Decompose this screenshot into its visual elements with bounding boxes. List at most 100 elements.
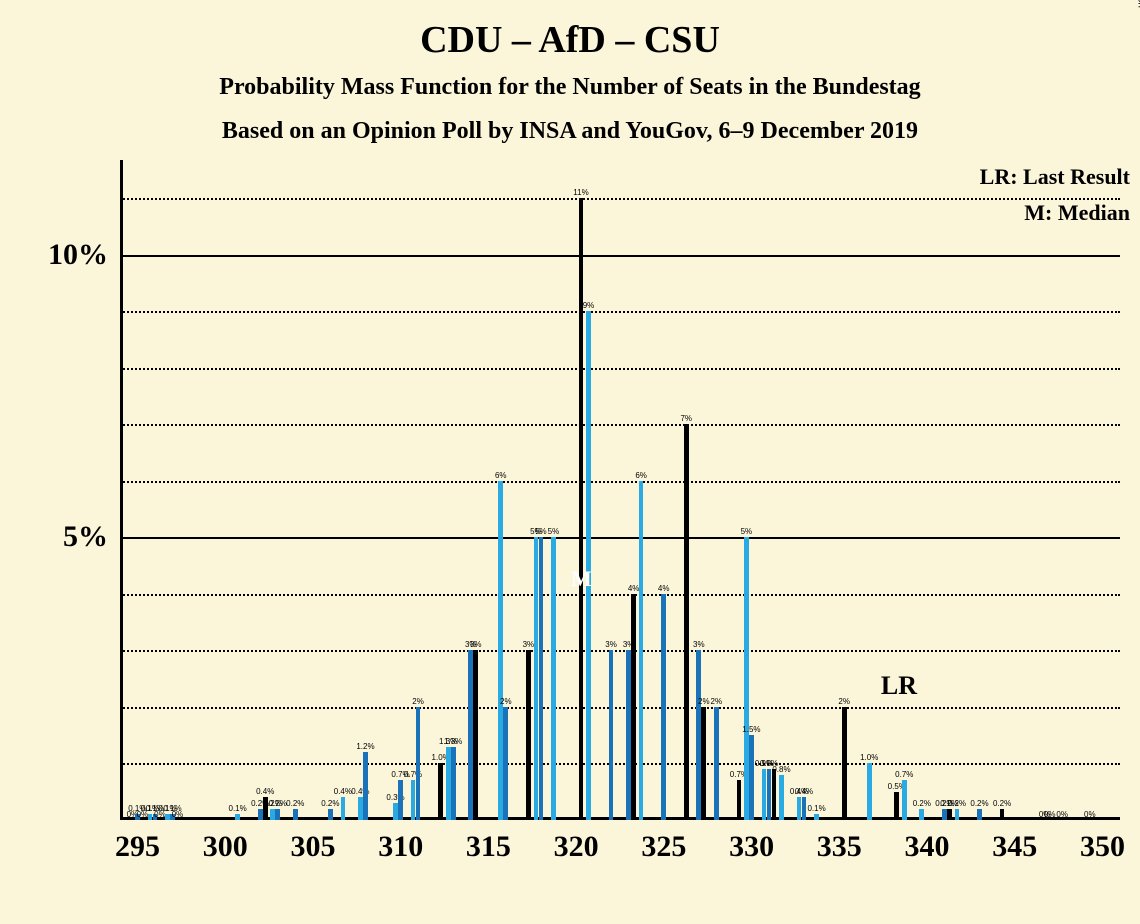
bar-value-label: 3% (470, 640, 482, 650)
bar-value-label: 0% (172, 810, 184, 820)
bar-value-label: 1.2% (356, 742, 374, 752)
bar-341-s2: 0.2% (947, 809, 952, 820)
bar-344-s2: 0.2% (1000, 809, 1005, 820)
gridline-major (120, 255, 1120, 257)
bar-302-s1: 0.2% (258, 809, 263, 820)
bar-311-s0: 0.7% (411, 780, 416, 820)
bar-314-s2: 3% (473, 650, 478, 820)
legend-median: M: Median (1024, 200, 1130, 226)
bar-value-label: 2% (838, 697, 850, 707)
bar-value-label: 5% (548, 527, 560, 537)
bar-value-label: 0% (1056, 810, 1068, 820)
bar-332-s0: 0.8% (779, 775, 784, 820)
bar-value-label: 0.2% (286, 799, 304, 809)
bar-303-s0: 0.2% (270, 809, 275, 820)
gridline-minor (120, 594, 1120, 596)
median-marker: M (571, 566, 592, 592)
chart-subtitle-1: Probability Mass Function for the Number… (0, 74, 1140, 101)
y-axis (120, 160, 123, 820)
x-tick-label: 345 (992, 820, 1037, 864)
bar-303-s1: 0.2% (275, 809, 280, 820)
bar-value-label: 0.4% (795, 787, 813, 797)
bar-333-s0: 0.4% (797, 797, 802, 820)
bar-338-s2: 0.5% (894, 792, 899, 820)
bar-334-s0: 0.1% (814, 814, 819, 820)
bar-320-s2: 11% (579, 198, 584, 820)
x-tick-label: 305 (290, 820, 335, 864)
bar-331-s0: 0.9% (762, 769, 767, 820)
bar-value-label: 1.0% (860, 753, 878, 763)
chart-title: CDU – AfD – CSU (0, 18, 1140, 62)
bar-value-label: 0.2% (269, 799, 287, 809)
bar-value-label: 0.4% (256, 787, 274, 797)
bar-330-s0: 5% (744, 537, 749, 820)
bar-327-s2: 2% (701, 707, 706, 820)
bar-value-label: 5% (535, 527, 547, 537)
bar-value-label: 0.2% (970, 799, 988, 809)
bar-308-s1: 1.2% (363, 752, 368, 820)
bar-value-label: 2% (698, 697, 710, 707)
gridline-minor (120, 368, 1120, 370)
bar-value-label: 4% (658, 584, 670, 594)
chart-subtitle-2: Based on an Opinion Poll by INSA and You… (0, 118, 1140, 145)
bar-342-s0: 0.2% (955, 809, 960, 820)
bar-value-label: 3% (523, 640, 535, 650)
bar-value-label: 3% (605, 640, 617, 650)
bar-value-label: 0% (1084, 810, 1096, 820)
bar-296-s0: 0.1% (148, 814, 153, 820)
y-tick-label: 5% (63, 520, 120, 554)
bar-310-s1: 0.7% (398, 780, 403, 820)
bar-317-s2: 3% (526, 650, 531, 820)
gridline-minor (120, 481, 1120, 483)
bar-value-label: 0.1% (807, 804, 825, 814)
bar-value-label: 1.3% (444, 737, 462, 747)
bar-322-s1: 3% (609, 650, 614, 820)
bar-value-label: 2% (412, 697, 424, 707)
bar-value-label: 0.8% (772, 765, 790, 775)
bar-316-s0: 6% (498, 481, 503, 820)
bar-value-label: 9% (583, 301, 595, 311)
bar-value-label: 0.2% (321, 799, 339, 809)
bar-311-s1: 2% (416, 707, 421, 820)
bar-316-s1: 2% (503, 707, 508, 820)
bar-333-s1: 0.4% (802, 797, 807, 820)
bar-313-s1: 1.3% (451, 747, 456, 820)
last-result-marker: LR (881, 671, 917, 701)
bar-319-s0: 5% (551, 537, 556, 820)
bar-343-s1: 0.2% (977, 809, 982, 820)
x-tick-label: 325 (641, 820, 686, 864)
gridline-minor (120, 311, 1120, 313)
bar-value-label: 6% (495, 471, 507, 481)
bar-318-s1: 5% (539, 537, 544, 820)
bar-value-label: 7% (680, 414, 692, 424)
chart-canvas: CDU – AfD – CSU Probability Mass Functio… (0, 0, 1140, 924)
bar-value-label: 0.4% (334, 787, 352, 797)
x-tick-label: 335 (817, 820, 862, 864)
bar-value-label: 2% (500, 697, 512, 707)
copyright-text: © 2021 Filip van Laenen (1136, 0, 1140, 8)
bar-value-label: 0.2% (913, 799, 931, 809)
x-tick-label: 320 (554, 820, 599, 864)
legend-last-result: LR: Last Result (980, 164, 1130, 190)
bar-308-s0: 0.4% (358, 797, 363, 820)
bar-335-s2: 2% (842, 707, 847, 820)
x-tick-label: 350 (1080, 820, 1125, 864)
bar-324-s0: 6% (639, 481, 644, 820)
bar-330-s1: 1.5% (749, 735, 754, 820)
gridline-minor (120, 763, 1120, 765)
bar-329-s2: 0.7% (737, 780, 742, 820)
bar-297-s0: 0.1% (165, 814, 170, 820)
bar-313-s0: 1.3% (446, 747, 451, 820)
bar-323-s1: 3% (626, 650, 631, 820)
bar-310-s0: 0.3% (393, 803, 398, 820)
bar-304-s1: 0.2% (293, 809, 298, 820)
bar-value-label: 0.7% (895, 770, 913, 780)
x-tick-label: 300 (203, 820, 248, 864)
bar-value-label: 1.5% (742, 725, 760, 735)
bar-327-s1: 3% (696, 650, 701, 820)
y-tick-label: 10% (48, 238, 120, 272)
bar-306-s1: 0.2% (328, 809, 333, 820)
bar-339-s0: 0.7% (902, 780, 907, 820)
x-tick-label: 340 (905, 820, 950, 864)
bar-314-s1: 3% (468, 650, 473, 820)
